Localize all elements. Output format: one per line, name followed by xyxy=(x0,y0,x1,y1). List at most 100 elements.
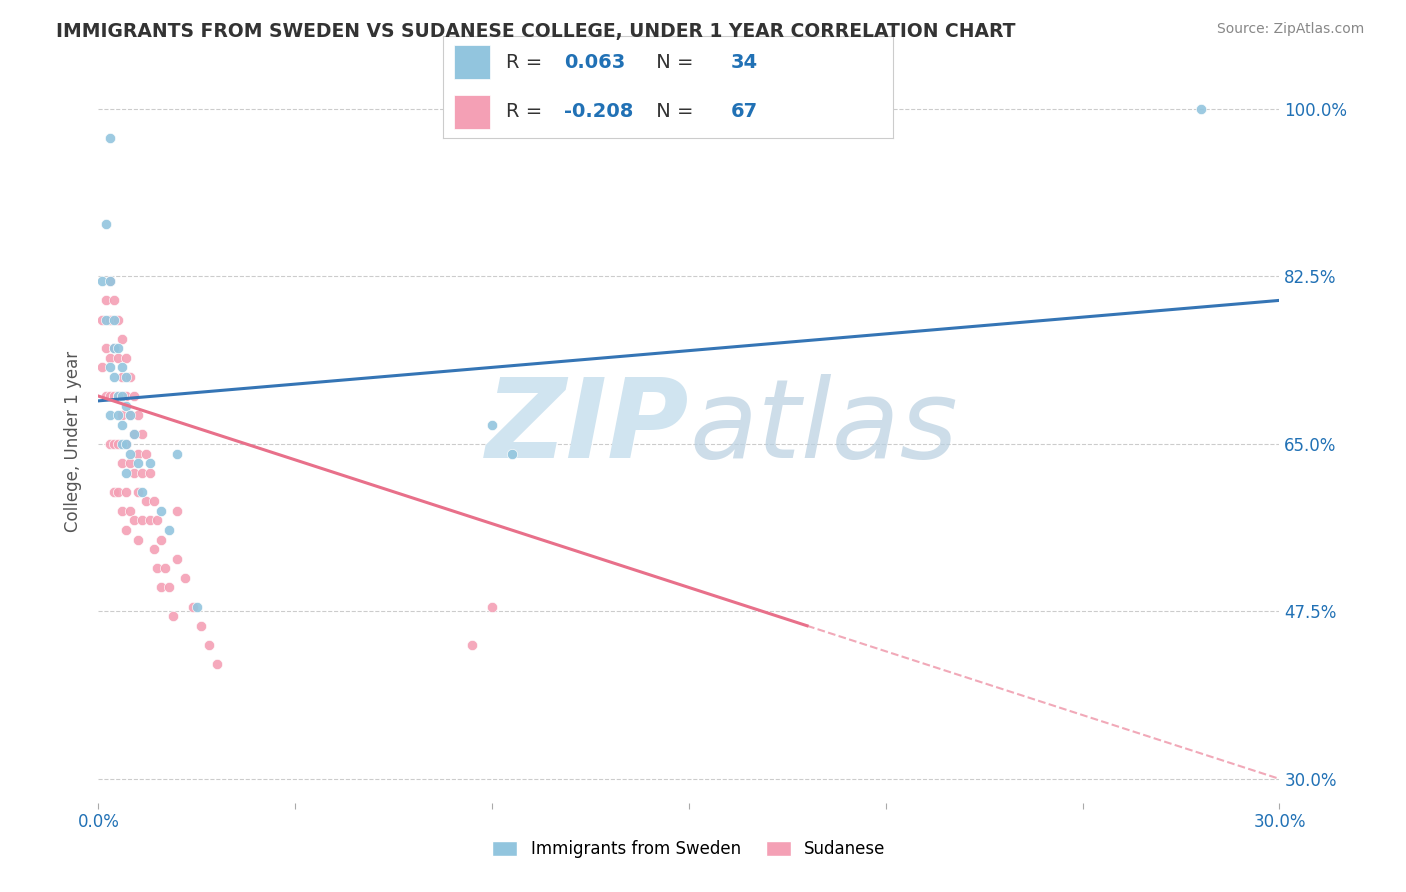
Point xyxy=(131,427,153,442)
Text: Source: ZipAtlas.com: Source: ZipAtlas.com xyxy=(1216,22,1364,37)
Point xyxy=(111,417,134,432)
Point xyxy=(205,657,228,671)
Point xyxy=(157,581,180,595)
Point xyxy=(103,437,125,451)
Point xyxy=(98,389,121,403)
Point xyxy=(135,494,157,508)
Point xyxy=(127,533,149,547)
Point xyxy=(127,456,149,470)
Text: 34: 34 xyxy=(731,53,758,72)
Point xyxy=(98,274,121,288)
Point xyxy=(174,571,197,585)
Point xyxy=(127,484,149,499)
Point xyxy=(118,370,141,384)
Point xyxy=(166,504,188,518)
Point xyxy=(103,370,125,384)
Point xyxy=(501,446,523,460)
Point xyxy=(138,514,160,528)
Point xyxy=(103,389,125,403)
Point xyxy=(115,484,138,499)
Point xyxy=(98,437,121,451)
Text: -0.208: -0.208 xyxy=(564,102,634,121)
Point xyxy=(146,514,169,528)
Text: R =: R = xyxy=(506,53,548,72)
Point xyxy=(111,504,134,518)
Point xyxy=(142,542,165,557)
Point xyxy=(111,389,134,403)
Point xyxy=(96,312,118,326)
Point xyxy=(122,389,145,403)
Point xyxy=(107,351,129,365)
Point xyxy=(131,466,153,480)
Point xyxy=(96,293,118,308)
Point xyxy=(150,504,173,518)
Point xyxy=(111,370,134,384)
Point xyxy=(96,217,118,231)
Point xyxy=(157,523,180,537)
Point xyxy=(103,312,125,326)
Point xyxy=(481,417,503,432)
FancyBboxPatch shape xyxy=(454,95,491,128)
Point xyxy=(146,561,169,575)
Point xyxy=(98,408,121,422)
Point xyxy=(118,408,141,422)
Point xyxy=(197,638,219,652)
Point xyxy=(115,437,138,451)
Point xyxy=(122,514,145,528)
Point xyxy=(107,484,129,499)
Point xyxy=(131,514,153,528)
Point xyxy=(103,293,125,308)
Text: ZIP: ZIP xyxy=(485,374,689,481)
Point xyxy=(150,533,173,547)
Point xyxy=(98,130,121,145)
Point xyxy=(186,599,208,614)
Point xyxy=(115,437,138,451)
Point xyxy=(111,456,134,470)
Point xyxy=(98,351,121,365)
Point xyxy=(107,437,129,451)
Point xyxy=(107,341,129,355)
Point xyxy=(103,341,125,355)
Point xyxy=(122,466,145,480)
Point xyxy=(166,551,188,566)
Text: N =: N = xyxy=(650,53,700,72)
Point xyxy=(181,599,204,614)
Point xyxy=(115,466,138,480)
Point xyxy=(138,466,160,480)
Point xyxy=(111,408,134,422)
Point xyxy=(111,437,134,451)
Point xyxy=(107,389,129,403)
Point xyxy=(138,456,160,470)
Point xyxy=(461,638,484,652)
Point xyxy=(135,446,157,460)
Point xyxy=(107,408,129,422)
Y-axis label: College, Under 1 year: College, Under 1 year xyxy=(65,351,83,533)
Point xyxy=(111,360,134,375)
Point xyxy=(190,619,212,633)
Point xyxy=(481,599,503,614)
Point xyxy=(127,408,149,422)
Point xyxy=(91,360,114,375)
Point xyxy=(98,312,121,326)
Point xyxy=(142,494,165,508)
Point xyxy=(1189,102,1212,116)
Point xyxy=(96,341,118,355)
Point xyxy=(115,523,138,537)
Point xyxy=(155,561,177,575)
Point xyxy=(131,484,153,499)
Point xyxy=(98,274,121,288)
Point xyxy=(91,312,114,326)
Text: 67: 67 xyxy=(731,102,758,121)
Point xyxy=(127,446,149,460)
FancyBboxPatch shape xyxy=(454,45,491,79)
Point xyxy=(115,370,138,384)
Text: atlas: atlas xyxy=(689,374,957,481)
Point xyxy=(166,446,188,460)
Point xyxy=(107,312,129,326)
Legend: Immigrants from Sweden, Sudanese: Immigrants from Sweden, Sudanese xyxy=(484,832,894,867)
Point xyxy=(98,360,121,375)
Point xyxy=(103,484,125,499)
Text: N =: N = xyxy=(650,102,700,121)
Text: IMMIGRANTS FROM SWEDEN VS SUDANESE COLLEGE, UNDER 1 YEAR CORRELATION CHART: IMMIGRANTS FROM SWEDEN VS SUDANESE COLLE… xyxy=(56,22,1015,41)
Point xyxy=(118,446,141,460)
